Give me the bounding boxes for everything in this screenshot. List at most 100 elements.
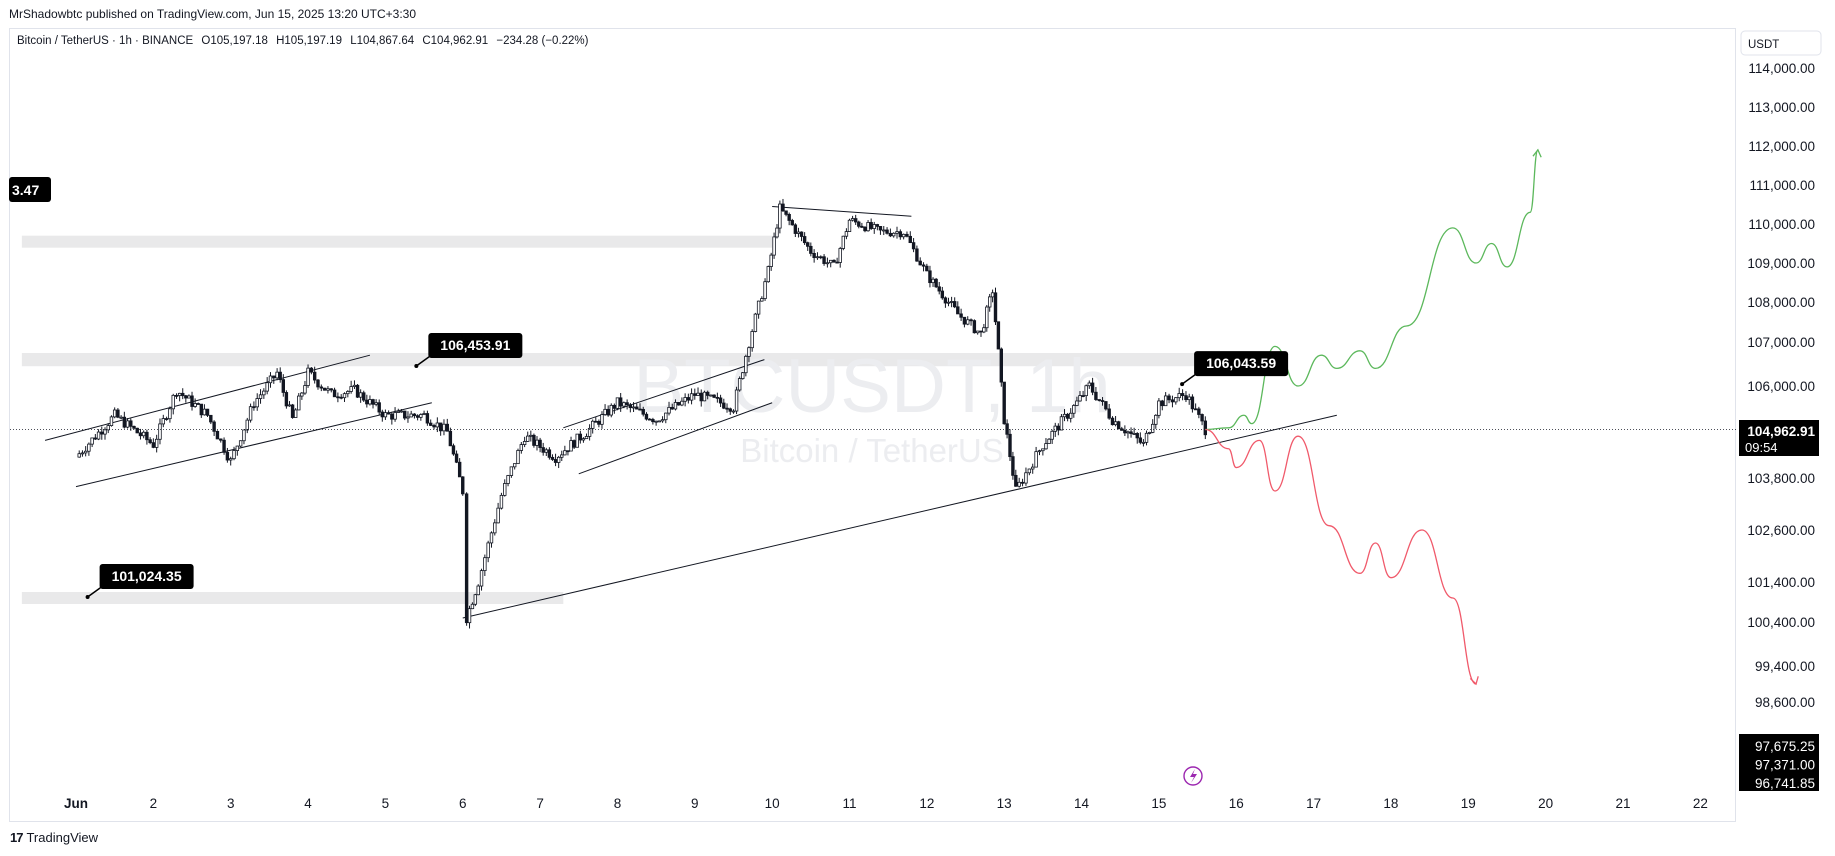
candle-body xyxy=(184,395,188,399)
candle-body xyxy=(396,410,400,413)
candle-body xyxy=(875,224,880,227)
x-tick-label: 2 xyxy=(150,796,158,811)
candle-body xyxy=(664,412,668,421)
candle-body xyxy=(483,557,487,572)
candle-body xyxy=(1147,432,1152,434)
candle-body xyxy=(1011,456,1015,476)
candle-body xyxy=(772,236,776,256)
candle-body xyxy=(496,507,500,524)
candle-body xyxy=(725,407,729,410)
candle-body xyxy=(470,603,475,610)
candle-body xyxy=(641,408,645,415)
candle-body xyxy=(355,384,360,398)
candle-body xyxy=(553,459,558,463)
candle-body xyxy=(934,278,938,288)
candle-body xyxy=(112,409,117,418)
candle-body xyxy=(1167,395,1171,401)
candle-body xyxy=(390,413,394,420)
callout-box-2 xyxy=(99,564,194,590)
trendline-1 xyxy=(75,402,432,488)
tv-logo-icon: 17 xyxy=(10,830,24,845)
bearish-projection xyxy=(1205,428,1477,685)
candle-body xyxy=(975,330,980,334)
candle-body xyxy=(566,450,570,453)
candle-body xyxy=(129,420,133,427)
candle-body xyxy=(486,542,490,559)
currency-box xyxy=(1740,30,1822,56)
projection-layer[interactable] xyxy=(1205,148,1542,686)
candle-body xyxy=(790,220,794,226)
candle-body xyxy=(996,321,1001,350)
candle-body xyxy=(915,248,919,262)
candle-body xyxy=(535,439,539,446)
trendlines-layer[interactable] xyxy=(44,205,1337,619)
candle-body xyxy=(258,394,263,399)
candle-body xyxy=(969,319,973,322)
candle-body xyxy=(1002,381,1006,425)
symbol-name[interactable]: Bitcoin / TetherUS · 1h · BINANCE xyxy=(17,35,194,47)
x-tick-label: 15 xyxy=(1151,796,1166,811)
price-axis[interactable]: USDT 114,000.00 113,000.00 112,000.00 111,00… xyxy=(1739,30,1822,791)
candle-body xyxy=(403,410,407,419)
candle-body xyxy=(699,392,703,402)
y-tick-label: 108,000.00 xyxy=(1747,295,1815,310)
candle-body xyxy=(753,313,758,332)
candle-body xyxy=(342,393,347,399)
candle-body xyxy=(860,225,864,228)
candle-body xyxy=(422,413,426,415)
y-tick-label: 98,600.00 xyxy=(1755,695,1815,710)
candle-body xyxy=(148,439,152,444)
candle-body xyxy=(835,261,839,264)
candle-body xyxy=(728,408,732,412)
candle-body xyxy=(1177,393,1181,399)
x-tick-label: 12 xyxy=(919,796,934,811)
candle-body xyxy=(1078,395,1082,402)
candle-body xyxy=(275,371,279,379)
x-tick-label: 21 xyxy=(1615,796,1630,811)
candle-body xyxy=(715,396,720,399)
candle-body xyxy=(164,418,169,420)
candle-body xyxy=(760,298,764,302)
candle-body xyxy=(168,408,172,420)
candle-body xyxy=(781,203,785,212)
candle-body xyxy=(908,235,912,244)
candle-body xyxy=(1031,466,1035,470)
x-tick-label: 19 xyxy=(1461,796,1476,811)
candle-body xyxy=(300,392,304,397)
callouts-layer[interactable]: 106,453.91 106,043.59 101,024.35 3.47 xyxy=(9,177,1289,786)
x-tick-label: 7 xyxy=(536,796,544,811)
candle-body xyxy=(702,391,707,402)
candle-body xyxy=(853,218,858,223)
y-tick-label: 99,400.00 xyxy=(1755,659,1815,674)
candle-body xyxy=(544,449,548,453)
y-tick-label: 106,000.00 xyxy=(1747,379,1815,394)
candle-body xyxy=(103,429,107,435)
candle-body xyxy=(847,219,852,232)
y-tick-label: 109,000.00 xyxy=(1747,256,1815,271)
candle-body xyxy=(1163,395,1168,407)
candle-body xyxy=(587,427,592,437)
candle-body xyxy=(215,430,220,440)
candle-body xyxy=(145,431,149,441)
candle-body xyxy=(575,433,579,448)
callout-label-0: 106,453.91 xyxy=(440,337,510,353)
candle-body xyxy=(329,388,333,391)
candle-body xyxy=(290,404,295,418)
candle-body xyxy=(141,431,146,437)
candle-body xyxy=(287,404,292,407)
candle-body xyxy=(901,233,906,238)
candle-body xyxy=(87,443,91,452)
candle-body xyxy=(775,227,779,238)
tradingview-logo[interactable]: 17 TradingView xyxy=(10,830,98,845)
candle-body xyxy=(248,406,253,421)
candle-body xyxy=(100,431,104,435)
candle-body xyxy=(1141,441,1146,444)
candle-body xyxy=(235,445,240,451)
candle-body xyxy=(122,416,127,428)
candle-body xyxy=(461,476,465,495)
candle-body xyxy=(429,422,433,426)
candle-body xyxy=(644,413,649,420)
candle-body xyxy=(293,409,298,418)
time-axis[interactable]: Jun 2 3 4 5 6 7 8 9 10 11 12 13 14 15 16 17 18 19 20 21 22 xyxy=(64,796,1708,811)
